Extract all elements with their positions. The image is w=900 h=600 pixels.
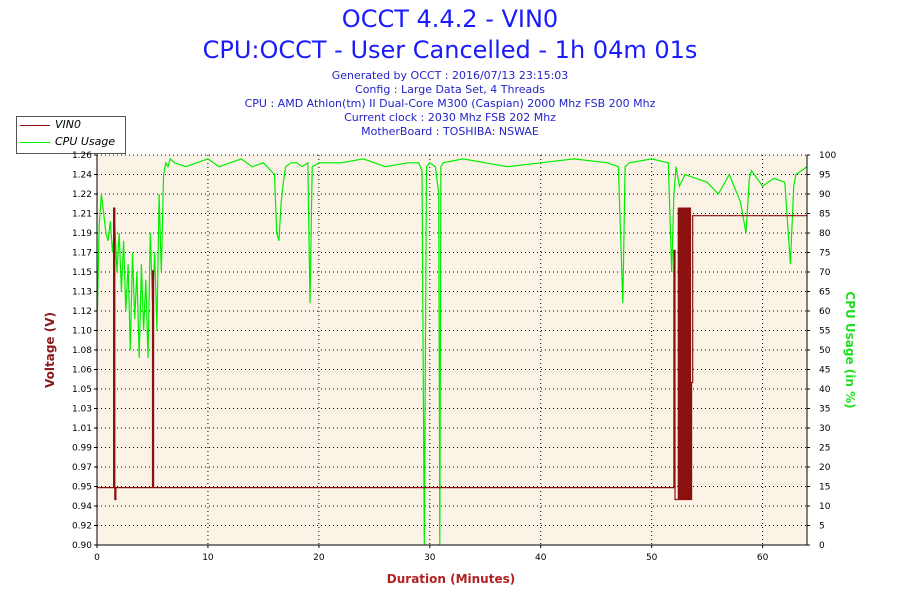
y-tick-label: 1.05 [72,385,92,395]
y-tick-label: 0.92 [72,522,92,532]
info-motherboard: MotherBoard : TOSHIBA: NSWAE [361,125,539,138]
y-tick-label: 1.15 [72,268,92,278]
y2-tick-label: 85 [819,210,830,220]
y-tick-label: 1.24 [72,171,92,181]
y-tick-label: 1.08 [72,346,92,356]
x-axis-title: Duration (Minutes) [387,572,515,586]
y-tick-label: 1.19 [72,229,92,239]
y-tick-label: 0.99 [72,444,92,454]
y2-tick-label: 60 [819,307,831,317]
y2-tick-label: 95 [819,171,830,181]
x-tick-label: 10 [202,553,214,563]
y-tick-label: 1.01 [72,424,92,434]
y-tick-label: 0.90 [72,541,92,551]
y-tick-label: 0.94 [72,502,92,512]
y2-tick-label: 55 [819,327,830,337]
y2-tick-label: 40 [819,385,831,395]
info-config: Config : Large Data Set, 4 Threads [355,83,545,96]
legend-entry-vin0: VIN0 [17,117,125,134]
y2-tick-label: 35 [819,405,830,415]
y2-tick-label: 90 [819,190,831,200]
y-tick-label: 0.97 [72,463,92,473]
y-tick-label: 1.03 [72,405,92,415]
y-tick-label: 1.13 [72,288,92,298]
x-tick-label: 40 [535,553,547,563]
y-tick-label: 1.21 [72,210,92,220]
y-axis-title: Voltage (V) [43,312,57,388]
x-tick-label: 60 [757,553,769,563]
y-tick-label: 1.22 [72,190,92,200]
legend-label-vin0: VIN0 [55,118,81,131]
info-current-clock: Current clock : 2030 Mhz FSB 202 Mhz [344,111,556,124]
x-tick-label: 20 [313,553,325,563]
y2-tick-label: 10 [819,502,831,512]
series-line-vin0 [97,207,807,501]
y2-tick-label: 50 [819,346,831,356]
y2-tick-label: 15 [819,483,830,493]
y2-tick-label: 75 [819,249,830,259]
y2-axis-title: CPU Usage (in %) [843,291,857,408]
y2-tick-label: 5 [819,522,825,532]
y2-tick-label: 70 [819,268,831,278]
y2-tick-label: 45 [819,366,830,376]
y2-tick-label: 100 [819,151,836,161]
y2-tick-label: 25 [819,444,830,454]
series-line-cpu-usage [96,157,808,546]
y-tick-label: 1.12 [72,307,92,317]
x-tick-label: 0 [94,553,100,563]
y2-tick-label: 20 [819,463,831,473]
y-tick-label: 1.17 [72,249,92,259]
chart-title: OCCT 4.4.2 - VIN0 [341,5,559,33]
x-tick-label: 30 [424,553,436,563]
info-cpu: CPU : AMD Athlon(tm) II Dual-Core M300 (… [244,97,656,110]
y2-tick-label: 0 [819,541,825,551]
y-tick-label: 1.26 [72,151,92,161]
y2-tick-label: 80 [819,229,831,239]
legend-swatch-cpu-usage [20,142,50,143]
y-tick-label: 0.95 [72,483,92,493]
chart-legend: VIN0 CPU Usage [16,116,126,154]
y2-tick-label: 30 [819,424,831,434]
legend-swatch-vin0 [20,125,50,126]
plot-area [97,155,807,545]
legend-label-cpu-usage: CPU Usage [55,135,116,148]
chart-subtitle: CPU:OCCT - User Cancelled - 1h 04m 01s [202,36,698,64]
info-generated: Generated by OCCT : 2016/07/13 23:15:03 [331,69,569,82]
y2-tick-label: 65 [819,288,830,298]
y-tick-label: 1.06 [72,366,92,376]
y-tick-label: 1.10 [72,327,92,337]
x-tick-label: 50 [646,553,658,563]
legend-entry-cpu-usage: CPU Usage [17,134,125,151]
